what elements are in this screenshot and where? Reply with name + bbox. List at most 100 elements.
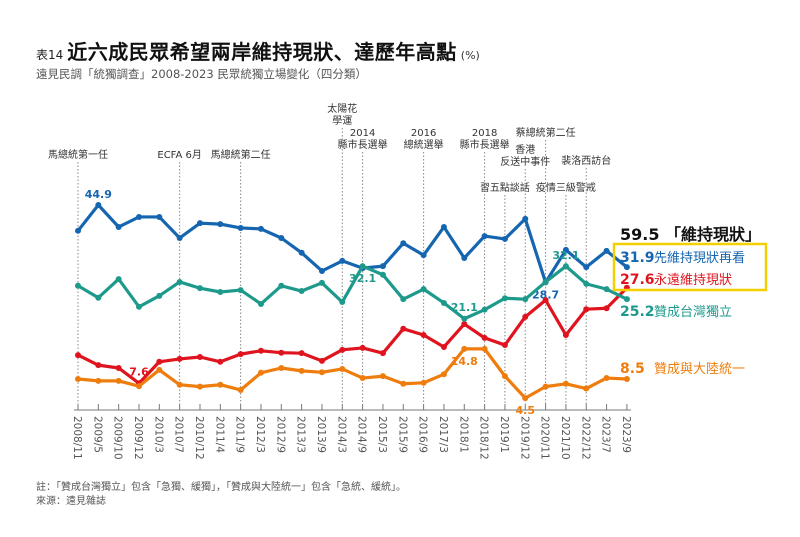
series-line (77, 347, 627, 400)
data-point (115, 377, 122, 384)
data-point (156, 366, 163, 373)
data-point (278, 234, 285, 241)
data-point (257, 369, 264, 376)
data-point (481, 345, 488, 352)
title-text: 近六成民眾希望兩岸維持現狀、達歷年高點 (67, 40, 457, 64)
data-point (603, 305, 610, 312)
data-point (257, 225, 264, 232)
data-point (522, 313, 529, 320)
data-point (481, 334, 488, 341)
data-point (379, 271, 386, 278)
x-tick-label: 2021/10 (559, 416, 571, 460)
data-point (156, 213, 163, 220)
data-point (379, 350, 386, 357)
data-point (562, 263, 569, 270)
event-label: 蔡總統第二任 (516, 126, 576, 139)
data-point (196, 383, 203, 390)
data-point (603, 247, 610, 254)
chart-title: 表14 近六成民眾希望兩岸維持現狀、達歷年高點 (%) (36, 36, 480, 65)
data-point (440, 343, 447, 350)
x-tick-label: 2014/9 (356, 416, 368, 453)
table-number: 表14 (36, 48, 64, 62)
data-label: 32.1 (552, 249, 579, 262)
summary-total: 59.5 「維持現狀」 (620, 225, 761, 244)
data-point (603, 286, 610, 293)
data-point (135, 383, 142, 390)
data-point (298, 350, 305, 357)
event-label: 2014 (350, 128, 375, 139)
data-point (318, 357, 325, 364)
event-label: 馬總統第一任 (48, 148, 108, 161)
x-tick-label: 2019/12 (518, 416, 530, 460)
x-tick-label: 2011/4 (213, 416, 225, 453)
data-point (359, 375, 366, 382)
data-point (217, 358, 224, 365)
data-point (95, 294, 102, 301)
data-point (400, 240, 407, 247)
event-label: 太陽花 (327, 102, 357, 115)
x-tick-label: 2020/11 (539, 416, 551, 460)
event-label: 2016 (411, 128, 436, 139)
x-tick-label: 2019/1 (498, 416, 510, 453)
data-point (75, 352, 81, 359)
data-point (623, 264, 630, 271)
data-point (196, 354, 203, 361)
data-point (400, 380, 407, 387)
event-label: 疫情三級警戒 (536, 181, 596, 194)
data-point (522, 215, 529, 222)
x-tick-label: 2010/3 (152, 416, 164, 453)
x-tick-label: 2018/12 (478, 416, 490, 460)
x-tick-label: 2012/3 (254, 416, 266, 453)
x-tick-label: 2012/9 (274, 416, 286, 453)
data-point (196, 285, 203, 292)
event-label: 縣市長選舉 (460, 138, 510, 151)
data-point (583, 264, 590, 271)
data-point (176, 234, 183, 241)
data-point (115, 364, 122, 371)
data-point (542, 297, 549, 304)
data-point (217, 381, 224, 388)
x-tick-label: 2023/7 (600, 416, 612, 453)
data-point (95, 202, 102, 208)
event-label: 香港 (515, 144, 535, 156)
data-point (522, 395, 529, 402)
data-point (562, 246, 569, 253)
data-point (176, 381, 183, 388)
data-point (339, 365, 346, 372)
data-point (542, 278, 549, 285)
data-point (379, 373, 386, 380)
end-value-label: 8.5 (620, 361, 645, 377)
data-point (501, 235, 508, 242)
data-point (420, 252, 427, 259)
data-point (237, 351, 244, 358)
x-tick-label: 2010/7 (173, 416, 185, 453)
x-tick-label: 2016/9 (417, 416, 429, 453)
x-tick-label: 2023/9 (620, 416, 632, 453)
data-point (156, 292, 163, 299)
data-point (339, 346, 346, 353)
data-point (135, 303, 142, 310)
legend-label: 贊成台灣獨立 (654, 305, 732, 320)
data-point (298, 367, 305, 374)
data-point (237, 287, 244, 294)
end-value-label: 27.6 (620, 272, 655, 288)
data-point (583, 280, 590, 287)
legend-label: 先維持現狀再看 (654, 250, 745, 266)
data-point (237, 224, 244, 231)
data-point (400, 325, 407, 332)
data-point (623, 375, 630, 382)
x-tick-label: 2008/11 (71, 416, 83, 460)
footnote-note: 註：「贊成台灣獨立」包含「急獨、緩獨」，「贊成與大陸統一」包含「急統、緩統」。 (36, 482, 406, 493)
x-tick-label: 2015/3 (376, 416, 388, 453)
data-point (461, 315, 468, 322)
data-point (562, 332, 569, 339)
x-tick-label: 2015/9 (396, 416, 408, 453)
footnote: 註：「贊成台灣獨立」包含「急獨、緩獨」，「贊成與大陸統一」包含「急統、緩統」。 … (36, 481, 406, 509)
data-point (440, 299, 447, 306)
x-tick-label: 2013/3 (295, 416, 307, 453)
data-point (217, 288, 224, 295)
x-tick-label: 2014/3 (335, 416, 347, 453)
data-point (481, 306, 488, 313)
data-point (75, 282, 81, 289)
data-label: 21.1 (451, 301, 478, 314)
